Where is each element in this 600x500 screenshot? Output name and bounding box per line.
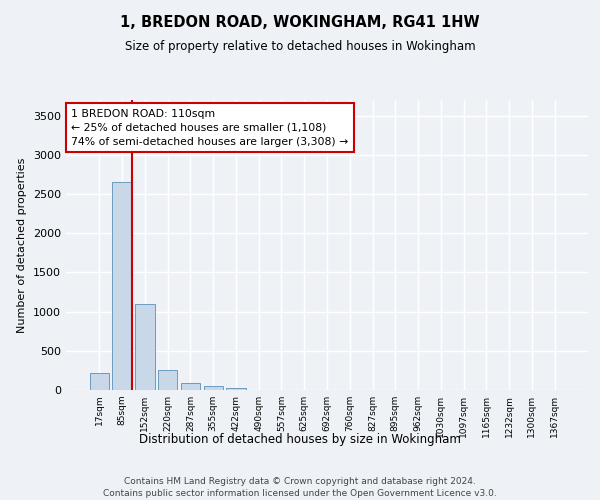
Bar (135, 304, 155, 390)
Bar (203, 386, 223, 390)
Bar (158, 370, 178, 390)
Text: Contains HM Land Registry data © Crown copyright and database right 2024.: Contains HM Land Registry data © Crown c… (124, 478, 476, 486)
Y-axis label: Number of detached properties: Number of detached properties (17, 158, 28, 332)
Text: 1 BREDON ROAD: 110sqm
← 25% of detached houses are smaller (1,108)
74% of semi-d: 1 BREDON ROAD: 110sqm ← 25% of detached … (71, 108, 349, 146)
Text: Distribution of detached houses by size in Wokingham: Distribution of detached houses by size … (139, 432, 461, 446)
Bar (181, 382, 200, 390)
Bar (112, 182, 132, 390)
Bar (90, 373, 109, 390)
Bar (226, 388, 245, 390)
Text: Size of property relative to detached houses in Wokingham: Size of property relative to detached ho… (125, 40, 475, 53)
Text: 1, BREDON ROAD, WOKINGHAM, RG41 1HW: 1, BREDON ROAD, WOKINGHAM, RG41 1HW (120, 15, 480, 30)
Text: Contains public sector information licensed under the Open Government Licence v3: Contains public sector information licen… (103, 489, 497, 498)
